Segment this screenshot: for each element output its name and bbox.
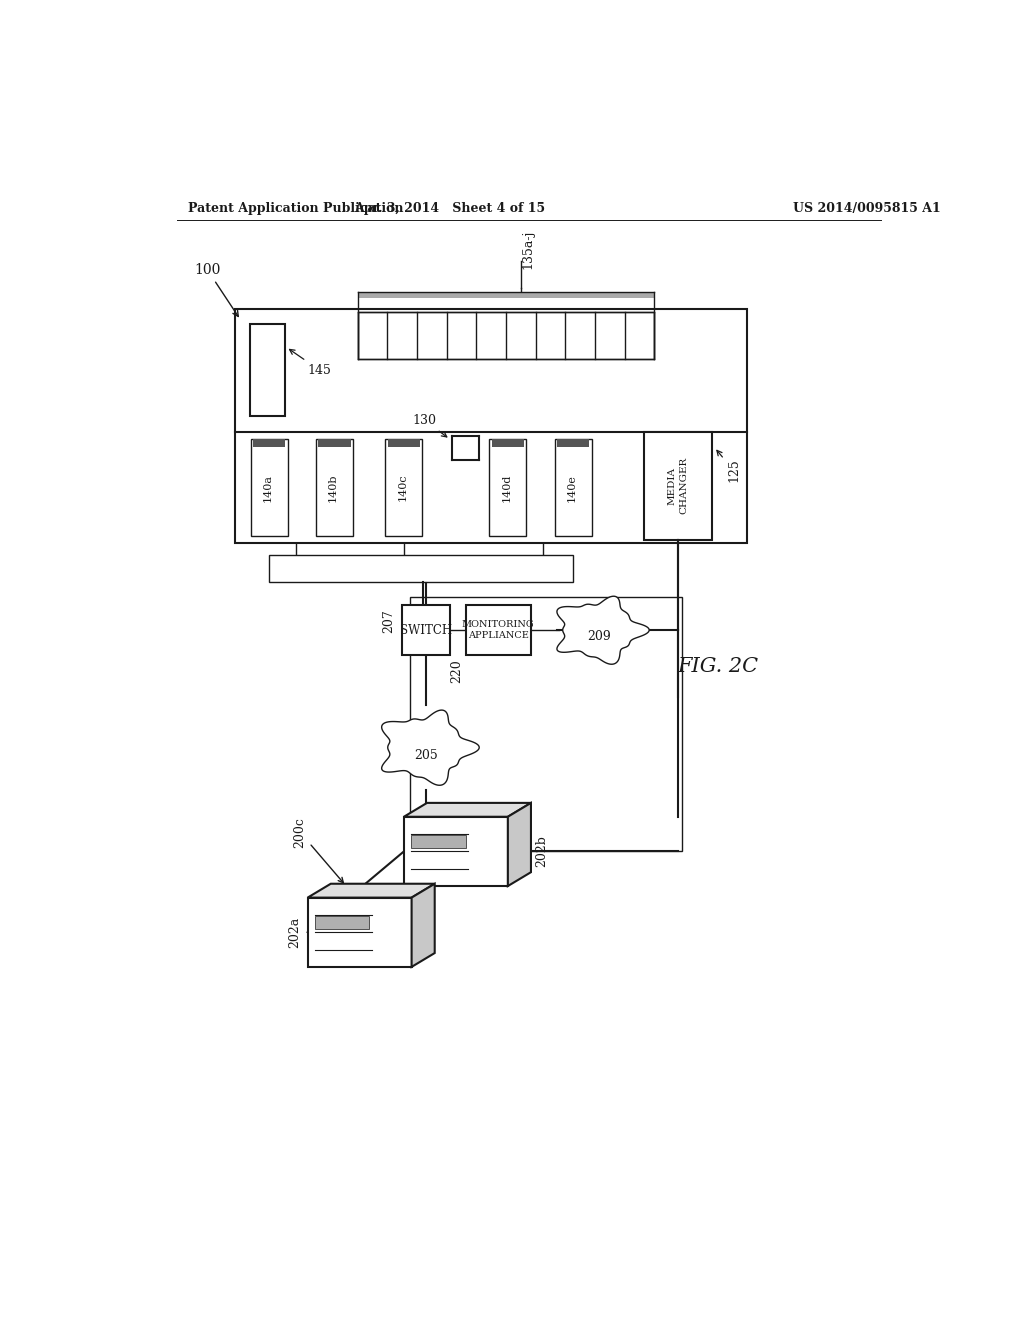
Polygon shape	[557, 597, 649, 664]
Polygon shape	[307, 884, 435, 898]
Bar	[644, 432, 712, 540]
Bar	[307, 898, 412, 966]
Text: 202b: 202b	[535, 836, 548, 867]
Bar	[403, 817, 508, 886]
Text: Patent Application Publication: Patent Application Publication	[188, 202, 403, 215]
Bar	[251, 440, 288, 536]
Bar	[489, 440, 526, 536]
Text: 205: 205	[414, 748, 437, 762]
Text: US 2014/0095815 A1: US 2014/0095815 A1	[793, 202, 940, 215]
Bar	[466, 605, 531, 655]
Polygon shape	[508, 803, 531, 886]
Text: 135a-j: 135a-j	[521, 230, 534, 269]
Text: 140a: 140a	[262, 474, 272, 502]
Text: 200c: 200c	[294, 817, 343, 883]
Bar	[250, 323, 285, 416]
Bar	[234, 309, 746, 544]
Bar	[388, 440, 420, 447]
Text: 207: 207	[382, 609, 395, 632]
Text: 140d: 140d	[502, 474, 511, 502]
Text: FIG. 2C: FIG. 2C	[677, 657, 759, 676]
Text: 125: 125	[717, 450, 740, 482]
Text: SWITCH: SWITCH	[399, 623, 452, 636]
Bar	[411, 597, 682, 851]
Text: 100: 100	[195, 263, 239, 317]
Text: Apr. 3, 2014   Sheet 4 of 15: Apr. 3, 2014 Sheet 4 of 15	[354, 202, 546, 215]
Text: 202a: 202a	[289, 916, 301, 948]
Bar	[555, 440, 592, 536]
Text: 140c: 140c	[397, 474, 408, 502]
Text: 130: 130	[413, 413, 446, 437]
Bar	[318, 440, 351, 447]
Text: 140e: 140e	[566, 474, 577, 502]
Bar	[492, 440, 524, 447]
Polygon shape	[382, 710, 479, 785]
Bar	[357, 292, 654, 298]
Text: 145: 145	[290, 350, 332, 376]
Bar	[253, 440, 286, 447]
Bar	[412, 836, 466, 847]
Bar	[401, 605, 451, 655]
Text: 140b: 140b	[328, 474, 338, 502]
Bar	[557, 440, 590, 447]
Polygon shape	[412, 884, 435, 966]
Polygon shape	[403, 803, 531, 817]
Text: 220: 220	[451, 659, 463, 682]
Bar	[316, 440, 353, 536]
Bar	[315, 916, 370, 929]
Text: 209: 209	[587, 630, 610, 643]
Text: MEDIA
CHANGER: MEDIA CHANGER	[668, 457, 688, 515]
Text: MONITORING
APPLIANCE: MONITORING APPLIANCE	[462, 620, 535, 640]
Bar	[269, 554, 573, 582]
Bar	[357, 313, 654, 359]
Bar	[385, 440, 422, 536]
